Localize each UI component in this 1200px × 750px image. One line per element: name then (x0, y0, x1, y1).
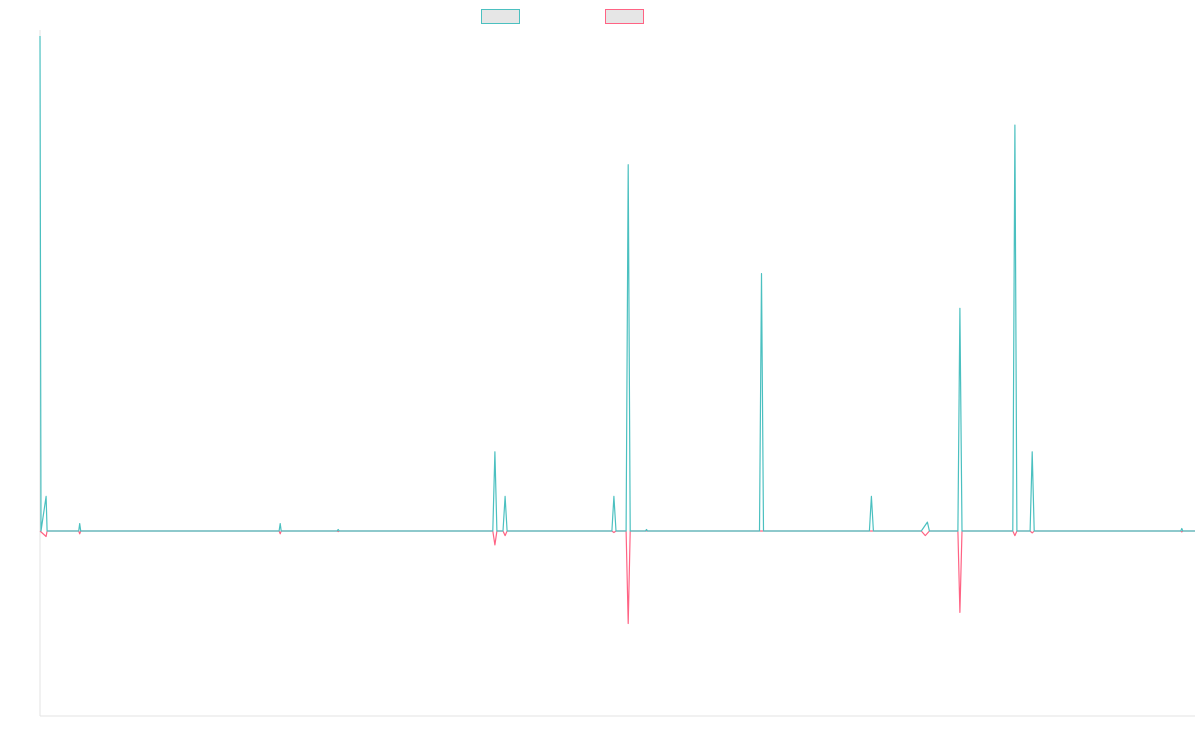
legend-item-series-1[interactable] (481, 9, 526, 24)
series-1-line (39, 35, 1195, 532)
legend-swatch-series-1 (481, 9, 520, 24)
legend (0, 0, 1200, 30)
legend-swatch-series-2 (605, 9, 644, 24)
legend-item-series-2[interactable] (605, 9, 650, 24)
series-2-line (39, 530, 1195, 625)
